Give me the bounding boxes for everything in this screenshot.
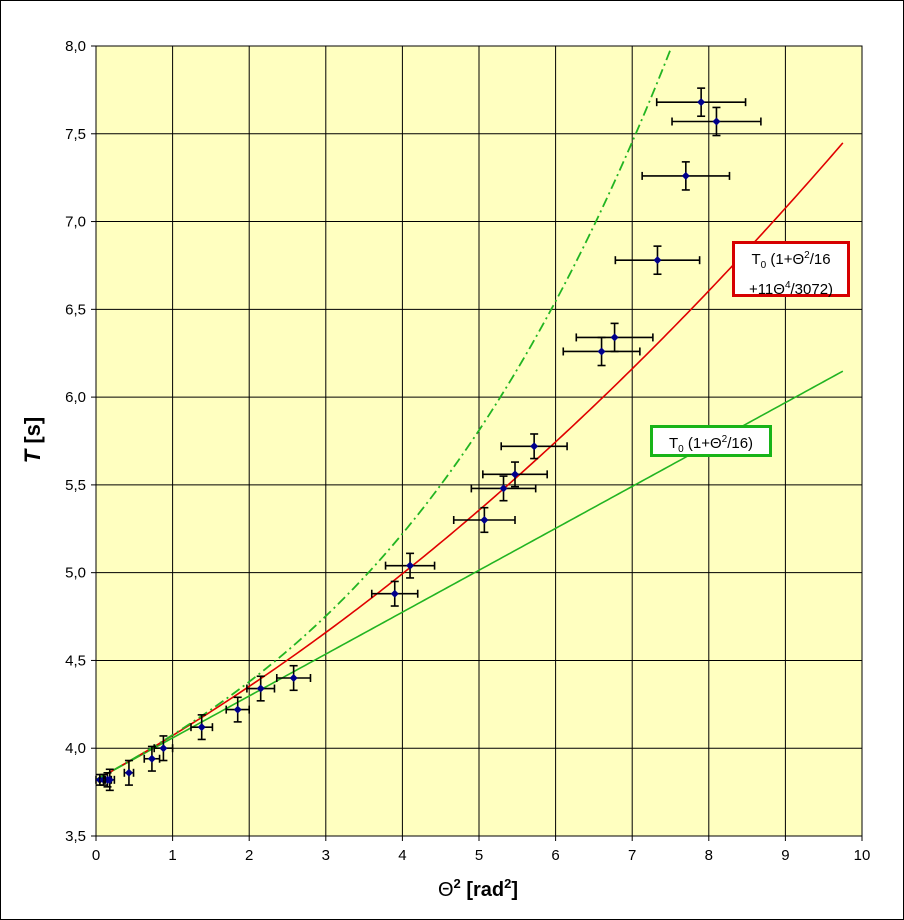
point-marker	[159, 744, 168, 753]
point-marker	[511, 470, 520, 479]
curve-empirical-dashdot	[95, 46, 673, 781]
data-point	[500, 433, 568, 460]
data-point	[143, 745, 161, 772]
point-marker	[499, 484, 508, 493]
point-marker	[197, 723, 206, 732]
y-tick-label: 4,5	[65, 652, 86, 669]
y-tick-label: 4,0	[65, 740, 86, 757]
y-tick-label: 6,5	[65, 301, 86, 318]
x-tick-label: 6	[551, 847, 559, 864]
x-axis-sup: 2	[454, 876, 461, 891]
y-tick-label: 5,0	[65, 565, 86, 582]
point-marker	[681, 171, 690, 180]
point-marker	[233, 705, 242, 714]
x-tick-label: 10	[854, 847, 871, 864]
legend-red-line1: T0 (1+Θ2/16	[751, 250, 831, 271]
y-axis-title: T [s]	[20, 417, 45, 463]
data-point	[614, 245, 701, 276]
point-marker	[712, 117, 721, 126]
data-point	[470, 475, 537, 502]
point-marker	[289, 674, 298, 682]
y-tick-label: 5,5	[65, 477, 86, 494]
legend-second-order: T0 (1+Θ2/16)	[650, 425, 772, 457]
grid-lines	[91, 45, 863, 841]
y-tick-label: 7,5	[65, 126, 86, 143]
point-marker	[406, 561, 415, 570]
data-point	[153, 735, 174, 762]
point-marker	[256, 684, 265, 693]
tick-labels: 0 1 2 3 4 5 6 7 8 9 10 3,5 4,0 4,5 5,0 5,5 6,0 6,5 7,0 7,5 8…	[65, 38, 870, 864]
point-marker	[597, 347, 606, 356]
data-point	[370, 580, 419, 607]
data-point	[246, 675, 276, 702]
data-point	[482, 461, 548, 488]
x-tick-label: 0	[92, 847, 100, 864]
data-point	[190, 714, 214, 741]
point-marker	[480, 516, 489, 524]
data-point	[104, 768, 116, 792]
data-point	[384, 552, 436, 579]
x-axis-title: Θ2 [rad2]	[438, 876, 518, 901]
point-marker	[124, 768, 133, 777]
data-point	[452, 506, 516, 534]
point-marker	[653, 256, 662, 265]
point-marker	[147, 754, 156, 763]
x-tick-label: 7	[628, 847, 636, 864]
x-tick-label: 5	[475, 847, 483, 864]
point-marker	[697, 98, 706, 107]
x-tick-label: 8	[705, 847, 713, 864]
data-point	[562, 336, 641, 367]
data-point	[655, 87, 747, 118]
legend-fourth-order: T0 (1+Θ2/16 +11Θ4/3072)	[732, 241, 850, 298]
x-tick-label: 9	[781, 847, 789, 864]
data-point	[641, 161, 731, 191]
x-tick-label: 3	[322, 847, 330, 864]
y-tick-label: 7,0	[65, 214, 86, 231]
point-marker	[530, 442, 539, 451]
y-tick-label: 3,5	[65, 828, 86, 845]
data-point	[225, 696, 250, 723]
x-tick-label: 4	[398, 847, 406, 864]
y-tick-label: 8,0	[65, 38, 86, 55]
data-point	[671, 106, 762, 137]
point-marker	[390, 589, 399, 598]
data-point	[575, 322, 654, 353]
point-marker	[610, 333, 619, 342]
data-point	[275, 664, 312, 692]
x-tick-label: 1	[168, 847, 176, 864]
point-marker	[105, 775, 114, 784]
legend-red-line2: +11Θ4/3072)	[748, 280, 834, 298]
data-points	[95, 87, 762, 792]
x-tick-label: 2	[245, 847, 253, 864]
data-point	[123, 759, 135, 786]
y-tick-label: 6,0	[65, 389, 86, 406]
curve-fourth-order	[95, 142, 844, 781]
